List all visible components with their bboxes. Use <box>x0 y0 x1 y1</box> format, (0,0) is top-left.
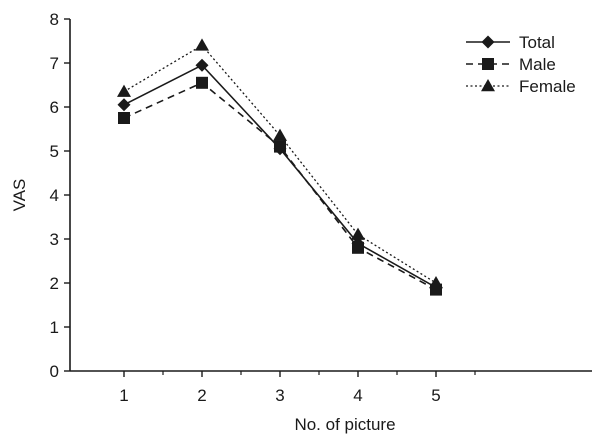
data-point-total <box>195 58 209 72</box>
series-total <box>117 58 443 294</box>
data-point-male <box>196 76 208 89</box>
y-tick-label: 7 <box>50 54 59 73</box>
data-point-male <box>352 241 364 254</box>
data-point-male <box>274 140 286 153</box>
series-line-male <box>123 81 437 291</box>
y-tick-label: 3 <box>50 230 59 249</box>
data-point-female <box>351 227 365 240</box>
legend-item-total: Total <box>466 33 555 52</box>
legend: Total Male Female <box>466 33 576 96</box>
y-tick-label: 5 <box>50 142 59 161</box>
x-tick-label: 2 <box>197 386 206 405</box>
legend-marker-total <box>481 35 495 49</box>
series-line-female <box>123 44 437 284</box>
x-ticks: 1 2 3 4 5 <box>119 371 476 405</box>
x-axis-label: No. of picture <box>294 415 395 434</box>
x-tick-label: 5 <box>431 386 440 405</box>
legend-label-total: Total <box>519 33 555 52</box>
y-tick-label: 0 <box>50 362 59 381</box>
legend-marker-male <box>482 58 494 70</box>
y-axis-label: VAS <box>10 179 29 212</box>
data-point-female <box>429 276 443 289</box>
data-point-female <box>117 84 131 97</box>
series-male <box>118 76 442 296</box>
y-tick-label: 2 <box>50 274 59 293</box>
legend-item-male: Male <box>466 55 556 74</box>
axes <box>69 19 592 372</box>
legend-label-female: Female <box>519 77 576 96</box>
data-point-female <box>273 128 287 141</box>
x-tick-label: 3 <box>275 386 284 405</box>
y-ticks: 0 1 2 3 4 5 6 7 8 <box>50 10 70 381</box>
y-tick-label: 8 <box>50 10 59 29</box>
x-tick-label: 4 <box>353 386 362 405</box>
y-tick-label: 4 <box>50 186 59 205</box>
series-line-total <box>123 64 437 289</box>
legend-label-male: Male <box>519 55 556 74</box>
data-point-total <box>117 98 131 112</box>
series-group <box>117 38 443 296</box>
y-tick-label: 1 <box>50 318 59 337</box>
data-point-male <box>118 112 130 124</box>
legend-item-female: Female <box>466 77 576 96</box>
legend-marker-female <box>481 79 495 92</box>
data-point-female <box>195 38 209 51</box>
x-tick-label: 1 <box>119 386 128 405</box>
y-tick-label: 6 <box>50 98 59 117</box>
series-female <box>117 38 443 289</box>
